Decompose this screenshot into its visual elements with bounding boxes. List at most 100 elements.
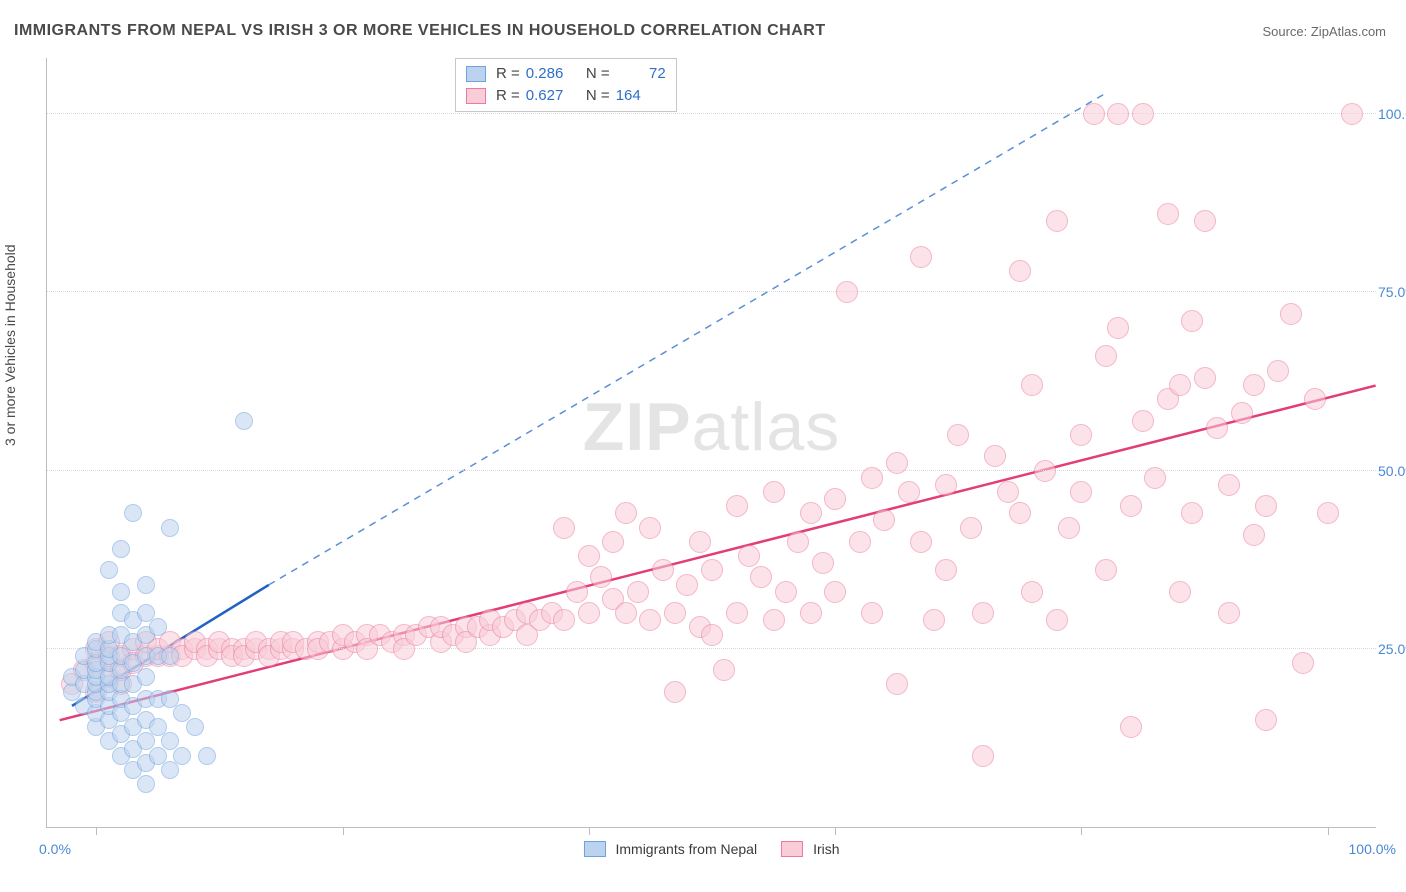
data-point-pink	[861, 602, 883, 624]
x-axis-tick	[96, 827, 97, 835]
data-point-pink	[1169, 374, 1191, 396]
data-point-pink	[652, 559, 674, 581]
data-point-pink	[1255, 495, 1277, 517]
data-point-pink	[861, 467, 883, 489]
data-point-pink	[1095, 559, 1117, 581]
stats-r-label: R =	[496, 63, 520, 85]
data-point-pink	[1058, 517, 1080, 539]
data-point-pink	[1218, 602, 1240, 624]
x-axis-tick	[1081, 827, 1082, 835]
data-point-pink	[910, 531, 932, 553]
data-point-blue	[137, 668, 155, 686]
y-axis-tick-label: 75.0%	[1378, 284, 1406, 300]
stats-n-label: N =	[582, 85, 610, 107]
stats-row-blue: R = 0.286 N = 72	[466, 63, 666, 85]
legend-swatch-pink	[781, 841, 803, 857]
data-point-pink	[566, 581, 588, 603]
x-axis-min-label: 0.0%	[39, 841, 71, 857]
data-point-pink	[1304, 388, 1326, 410]
data-point-pink	[910, 246, 932, 268]
data-point-pink	[1292, 652, 1314, 674]
data-point-pink	[1218, 474, 1240, 496]
data-point-blue	[124, 504, 142, 522]
data-point-pink	[997, 481, 1019, 503]
data-point-pink	[947, 424, 969, 446]
x-axis-tick	[835, 827, 836, 835]
data-point-pink	[1181, 310, 1203, 332]
data-point-blue	[137, 775, 155, 793]
stats-row-pink: R = 0.627 N = 164	[466, 85, 666, 107]
data-point-pink	[1132, 103, 1154, 125]
data-point-pink	[1120, 495, 1142, 517]
data-point-pink	[824, 488, 846, 510]
x-axis-tick	[1328, 827, 1329, 835]
legend-swatch-blue	[583, 841, 605, 857]
data-point-pink	[701, 559, 723, 581]
data-point-pink	[886, 673, 908, 695]
data-point-pink	[615, 602, 637, 624]
data-point-pink	[935, 474, 957, 496]
stats-n-value-blue: 72	[616, 63, 666, 85]
data-point-pink	[1280, 303, 1302, 325]
data-point-pink	[972, 745, 994, 767]
data-point-pink	[1107, 103, 1129, 125]
data-point-blue	[161, 519, 179, 537]
data-point-blue	[161, 647, 179, 665]
data-point-pink	[602, 531, 624, 553]
data-point-pink	[1194, 367, 1216, 389]
legend-label-pink: Irish	[813, 841, 839, 857]
data-point-pink	[1021, 581, 1043, 603]
data-point-pink	[701, 624, 723, 646]
data-point-pink	[1267, 360, 1289, 382]
data-point-blue	[173, 747, 191, 765]
data-point-pink	[738, 545, 760, 567]
data-point-pink	[1034, 460, 1056, 482]
data-point-pink	[676, 574, 698, 596]
data-point-pink	[750, 566, 772, 588]
stats-r-value-blue: 0.286	[526, 63, 576, 85]
data-point-pink	[1181, 502, 1203, 524]
data-point-blue	[112, 540, 130, 558]
swatch-blue	[466, 66, 486, 82]
data-point-pink	[898, 481, 920, 503]
data-point-blue	[112, 583, 130, 601]
data-point-pink	[1243, 524, 1265, 546]
data-point-pink	[1206, 417, 1228, 439]
data-point-pink	[836, 281, 858, 303]
data-point-pink	[726, 602, 748, 624]
y-axis-tick-label: 50.0%	[1378, 463, 1406, 479]
gridline-h	[47, 113, 1376, 114]
data-point-pink	[713, 659, 735, 681]
data-point-pink	[1021, 374, 1043, 396]
data-point-pink	[1231, 402, 1253, 424]
data-point-pink	[689, 531, 711, 553]
data-point-blue	[235, 412, 253, 430]
data-point-pink	[763, 481, 785, 503]
watermark-zip: ZIP	[583, 389, 692, 465]
data-point-pink	[800, 602, 822, 624]
watermark: ZIPatlas	[583, 388, 840, 466]
x-axis-tick	[343, 827, 344, 835]
data-point-pink	[1070, 481, 1092, 503]
data-point-pink	[1009, 502, 1031, 524]
legend: Immigrants from Nepal Irish	[583, 841, 839, 857]
data-point-pink	[1107, 317, 1129, 339]
data-point-pink	[1194, 210, 1216, 232]
data-point-pink	[800, 502, 822, 524]
chart-title: IMMIGRANTS FROM NEPAL VS IRISH 3 OR MORE…	[14, 22, 826, 40]
gridline-h	[47, 470, 1376, 471]
watermark-atlas: atlas	[692, 389, 841, 465]
stats-r-label: R =	[496, 85, 520, 107]
data-point-pink	[1243, 374, 1265, 396]
data-point-pink	[812, 552, 834, 574]
data-point-pink	[1120, 716, 1142, 738]
data-point-pink	[1132, 410, 1154, 432]
data-point-pink	[1157, 203, 1179, 225]
data-point-pink	[639, 517, 661, 539]
data-point-pink	[726, 495, 748, 517]
data-point-pink	[627, 581, 649, 603]
data-point-pink	[1046, 609, 1068, 631]
data-point-pink	[1070, 424, 1092, 446]
stats-n-label: N =	[582, 63, 610, 85]
x-axis-tick	[589, 827, 590, 835]
